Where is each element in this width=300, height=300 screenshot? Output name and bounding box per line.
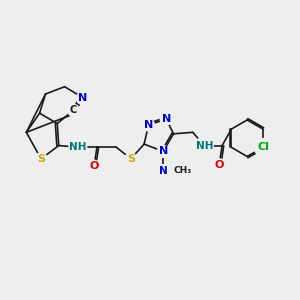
Text: S: S [127,154,135,164]
Circle shape [68,104,79,116]
Text: CH₃: CH₃ [174,166,192,175]
Text: N: N [78,94,87,103]
Text: O: O [89,161,99,171]
Text: N: N [162,114,171,124]
Text: Cl: Cl [257,142,269,152]
Text: S: S [37,154,45,164]
Text: NH: NH [196,141,213,151]
Circle shape [254,139,272,156]
Text: C: C [70,105,77,115]
Text: O: O [214,160,224,170]
Circle shape [88,160,100,172]
Circle shape [35,153,47,165]
Circle shape [76,93,88,104]
Text: N: N [144,120,153,130]
Circle shape [158,146,169,158]
Text: NH: NH [69,142,87,152]
Circle shape [196,137,213,154]
Circle shape [69,138,87,156]
Circle shape [142,119,154,131]
Circle shape [213,159,225,171]
Circle shape [160,113,172,125]
Text: N: N [159,166,168,176]
Circle shape [125,153,137,165]
Text: N: N [159,146,168,157]
